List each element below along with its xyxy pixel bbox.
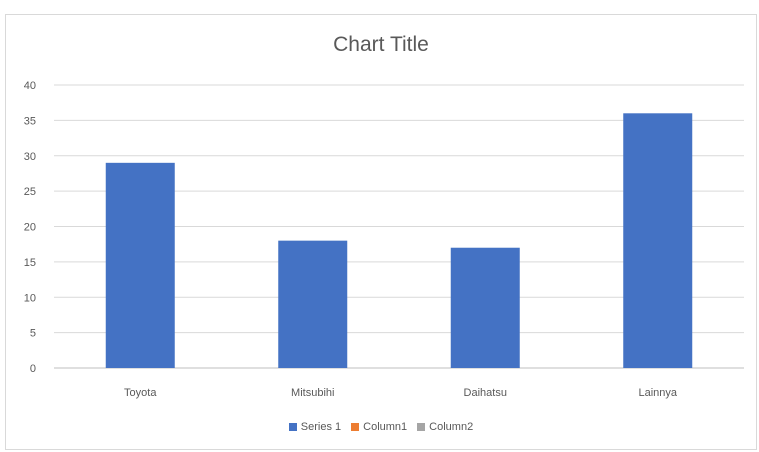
x-tick-label: Toyota bbox=[124, 387, 157, 399]
legend-label: Series 1 bbox=[300, 421, 342, 433]
legend-label: Column2 bbox=[429, 421, 474, 433]
legend: Series 1 Column1 Column2 bbox=[6, 421, 756, 433]
legend-item: Series 1 bbox=[288, 421, 342, 433]
x-tick-label: Mitsubihi bbox=[291, 387, 334, 399]
legend-swatch bbox=[417, 423, 426, 431]
legend-label: Column1 bbox=[363, 421, 408, 433]
y-tick-label: 40 bbox=[24, 80, 36, 92]
chart-area: Chart Title 0 5 10 15 20 25 30 35 40 Toyota Mitsub… bbox=[5, 14, 757, 450]
y-tick-label: 30 bbox=[24, 151, 36, 163]
bar-daihatsu bbox=[450, 247, 520, 368]
bar-lainnya bbox=[623, 113, 693, 368]
y-tick-label: 10 bbox=[24, 292, 36, 304]
legend-swatch bbox=[351, 423, 360, 431]
bar-mitsubihi bbox=[278, 240, 348, 368]
chart-title: Chart Title bbox=[333, 33, 429, 56]
y-tick-label: 0 bbox=[30, 363, 36, 375]
x-tick-label: Daihatsu bbox=[464, 387, 507, 399]
y-tick-label: 35 bbox=[24, 115, 36, 127]
y-tick-label: 5 bbox=[30, 328, 36, 340]
legend-swatch bbox=[288, 423, 297, 431]
y-tick-label: 20 bbox=[24, 222, 36, 234]
y-tick-label: 25 bbox=[24, 186, 36, 198]
plot-area: 0 5 10 15 20 25 30 35 40 Toyota Mitsubihi Daihatsu L… bbox=[24, 80, 744, 399]
legend-item: Column2 bbox=[417, 421, 473, 433]
y-tick-label: 15 bbox=[24, 257, 36, 269]
legend-item: Column1 bbox=[351, 421, 407, 433]
x-tick-label: Lainnya bbox=[638, 387, 677, 399]
bar-toyota bbox=[105, 162, 175, 368]
